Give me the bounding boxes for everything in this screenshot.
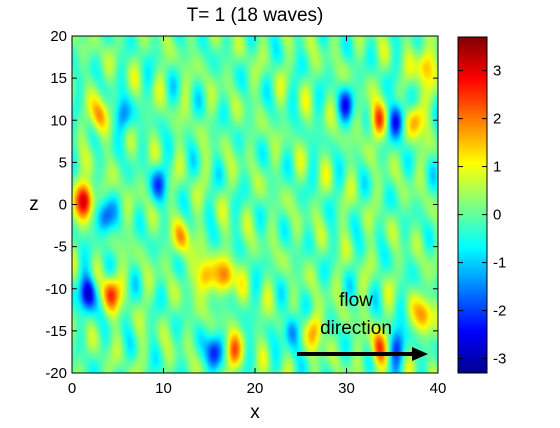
x-tick-label: 20 bbox=[247, 380, 264, 397]
x-tick-label: 40 bbox=[430, 380, 447, 397]
colorbar-tick-label: 1 bbox=[493, 159, 501, 176]
y-axis: -20 -15 -10 -5 0 5 10 15 20 bbox=[45, 28, 438, 382]
colorbar-tick-label: -1 bbox=[493, 255, 506, 272]
y-tick-label: 20 bbox=[50, 28, 67, 45]
heatmap-image bbox=[72, 36, 438, 373]
colorbar: -3 -2 -1 0 1 2 3 bbox=[457, 36, 506, 374]
x-axis-label: x bbox=[250, 402, 260, 423]
colorbar-tick-label: 2 bbox=[493, 111, 501, 128]
colorbar-tick-label: -2 bbox=[493, 303, 506, 320]
y-tick-label: -20 bbox=[45, 365, 67, 382]
colorbar-gradient bbox=[458, 37, 487, 373]
x-tick-label: 30 bbox=[338, 380, 355, 397]
colorbar-ticks: -3 -2 -1 0 1 2 3 bbox=[458, 63, 506, 368]
colorbar-tick-label: -3 bbox=[493, 351, 506, 368]
flow-label: flow bbox=[339, 290, 373, 311]
y-tick-label: 10 bbox=[50, 112, 67, 129]
y-tick-label: 5 bbox=[59, 154, 67, 171]
x-axis: 0 10 20 30 40 bbox=[68, 36, 447, 397]
chart-title: T= 1 (18 waves) bbox=[187, 5, 324, 26]
direction-label: direction bbox=[320, 318, 392, 339]
x-tick-label: 0 bbox=[68, 380, 76, 397]
y-tick-label: 15 bbox=[50, 70, 67, 87]
flow-arrow-head bbox=[412, 347, 428, 361]
heatmap-area bbox=[71, 35, 439, 374]
y-axis-label: z bbox=[29, 194, 39, 215]
y-tick-label: -10 bbox=[45, 281, 67, 298]
y-tick-label: 0 bbox=[59, 197, 67, 214]
colorbar-tick-label: 3 bbox=[493, 63, 501, 80]
flow-annotation: flow direction bbox=[297, 290, 428, 361]
y-tick-label: -15 bbox=[45, 323, 67, 340]
colorbar-tick-label: 0 bbox=[493, 207, 501, 224]
colorbar-frame bbox=[457, 36, 488, 374]
x-tick-label: 10 bbox=[155, 380, 172, 397]
y-tick-label: -5 bbox=[54, 239, 67, 256]
